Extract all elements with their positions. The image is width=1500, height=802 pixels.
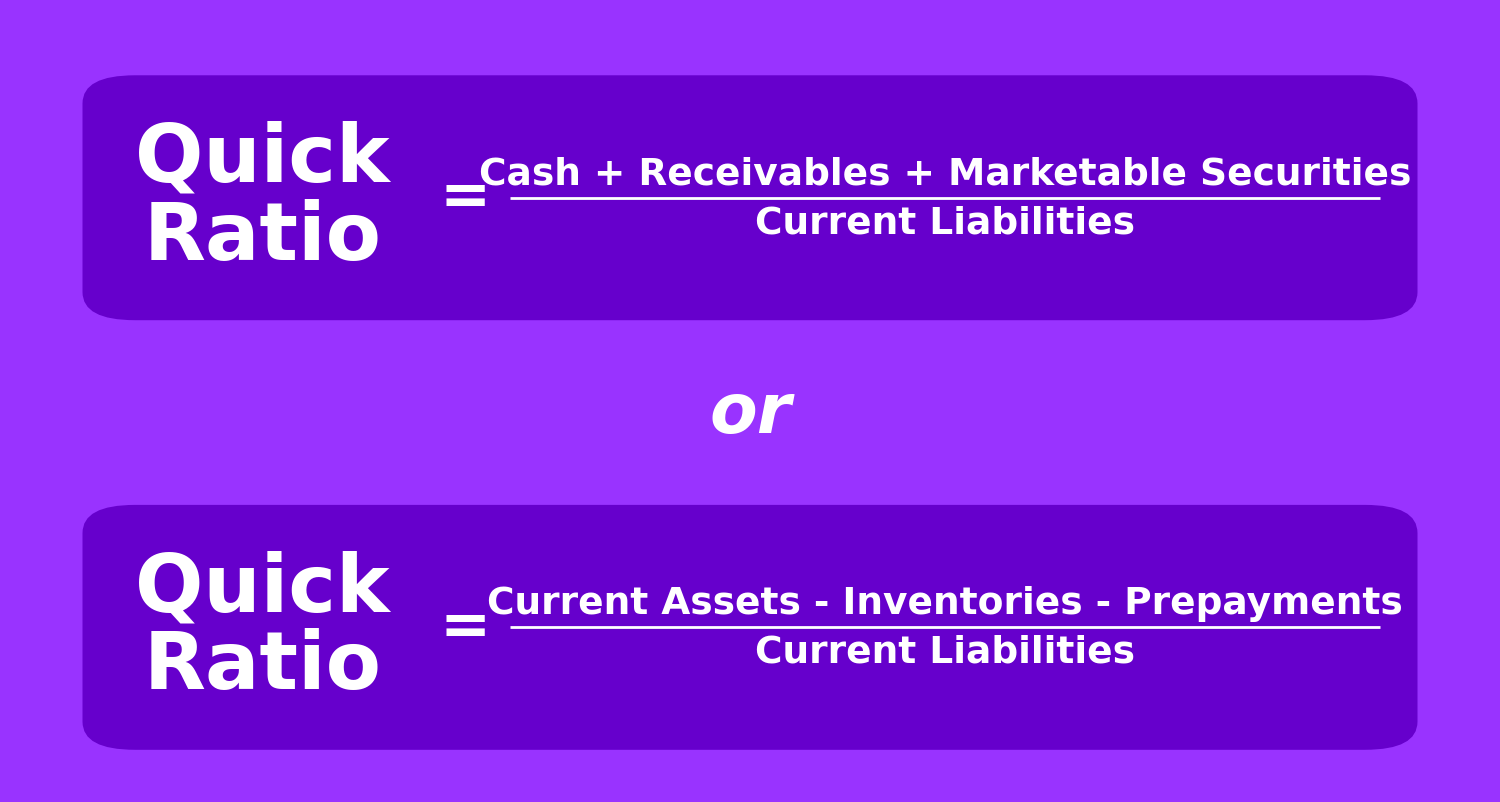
Text: =: = — [440, 598, 491, 657]
Text: Quick
Ratio: Quick Ratio — [135, 549, 390, 706]
FancyBboxPatch shape — [82, 76, 1417, 321]
Text: =: = — [440, 169, 491, 228]
Text: Current Assets - Inventories - Prepayments: Current Assets - Inventories - Prepaymen… — [488, 585, 1402, 622]
Text: Current Liabilities: Current Liabilities — [754, 205, 1136, 241]
Text: Cash + Receivables + Marketable Securities: Cash + Receivables + Marketable Securiti… — [478, 156, 1411, 192]
Text: Quick
Ratio: Quick Ratio — [135, 120, 390, 277]
FancyBboxPatch shape — [82, 505, 1417, 750]
Text: Current Liabilities: Current Liabilities — [754, 634, 1136, 670]
Text: or: or — [710, 379, 791, 447]
